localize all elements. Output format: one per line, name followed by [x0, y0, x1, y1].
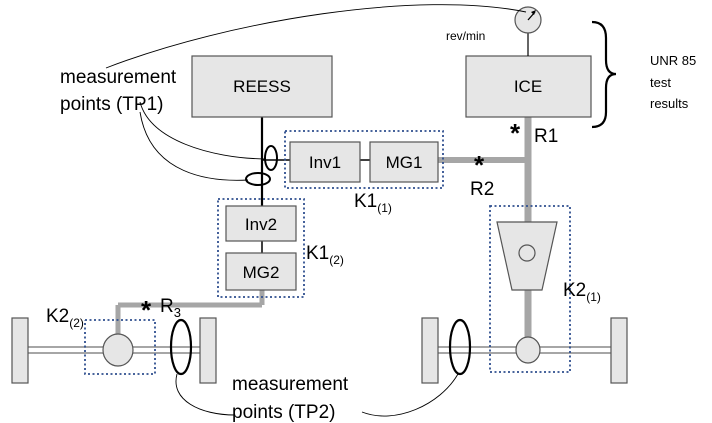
k2-1-group-border — [489, 205, 571, 373]
rear-right-wheel — [199, 317, 217, 384]
inv2-label: Inv2 — [245, 215, 277, 234]
front-left-wheel — [421, 317, 439, 384]
ice-label: ICE — [514, 77, 542, 96]
reess-box — [191, 55, 333, 118]
inv1-label: Inv1 — [309, 153, 341, 172]
tp2-lead-rear — [175, 373, 236, 416]
tp1-label-line2: points (TP1) — [60, 94, 163, 115]
r1-label: R1 — [534, 126, 558, 147]
tp1-current-clamp-upper — [264, 145, 278, 171]
unr85-label-line2: test — [650, 75, 671, 90]
tp1-lead-upper — [139, 101, 266, 160]
tp1-label-line1: measurement — [60, 67, 177, 88]
k1-2-group-border — [217, 198, 305, 298]
mg1-box — [369, 141, 439, 183]
transmission-gear — [518, 244, 536, 262]
k2-2-group-border — [84, 319, 156, 375]
mg2-box — [225, 252, 297, 291]
unr85-brace — [591, 20, 617, 129]
r1-asterisk: * — [510, 118, 521, 148]
reess-label: REESS — [233, 77, 291, 96]
ice-box — [465, 55, 592, 118]
tp2-lead-front — [361, 373, 459, 417]
inv1-box — [289, 141, 361, 183]
k1-1-group-border — [284, 130, 444, 189]
r3-label: R3 — [160, 296, 181, 320]
rear-differential — [102, 333, 134, 367]
unr85-label-line3: results — [650, 96, 689, 111]
r2-label: R2 — [470, 179, 494, 200]
tp1-lead-lower — [139, 111, 249, 181]
r2-asterisk: * — [474, 150, 485, 180]
mg2-label: MG2 — [243, 263, 280, 282]
tp2-torque-sensor-rear — [169, 318, 193, 376]
k2-2-label: K2(2) — [46, 306, 84, 330]
rear-left-wheel — [11, 317, 29, 384]
r3-asterisk: * — [141, 295, 152, 325]
unr85-label-line1: UNR 85 — [650, 53, 696, 68]
k2-1-label: K2(1) — [563, 280, 601, 304]
front-differential — [515, 336, 541, 364]
tp2-torque-sensor-front — [448, 318, 472, 376]
tp1-gauge-lead — [105, 4, 527, 69]
k1-1-label: K1(1) — [354, 191, 392, 215]
inv2-box — [225, 205, 297, 242]
tp2-label-line2: points (TP2) — [232, 402, 335, 423]
mg1-label: MG1 — [386, 153, 423, 172]
gauge-needle-tip — [531, 10, 536, 15]
tp2-label-line1: measurement — [232, 374, 349, 395]
k1-2-label: K1(2) — [306, 243, 344, 267]
rev-min-label: rev/min — [446, 29, 485, 43]
tp1-current-clamp-lower — [245, 172, 271, 186]
front-right-wheel — [610, 317, 628, 384]
